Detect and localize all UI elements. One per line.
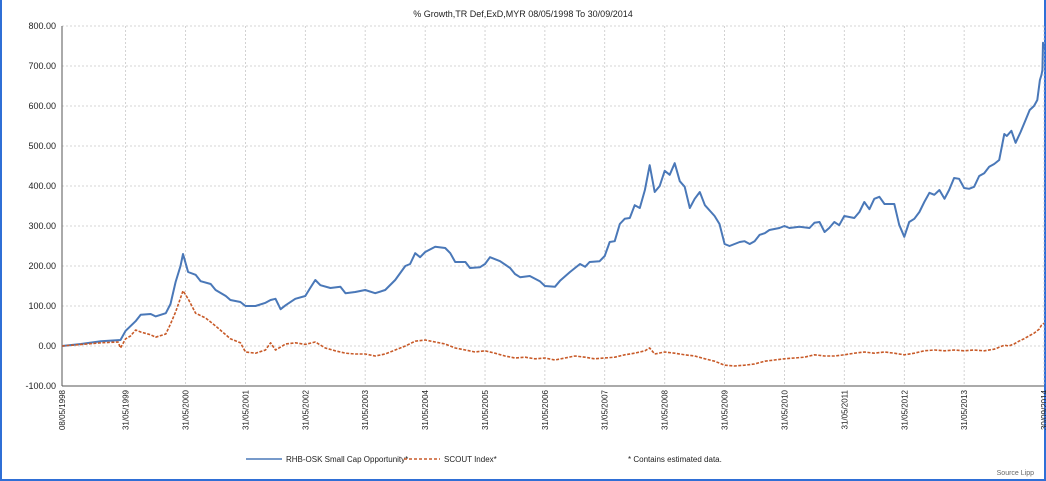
y-tick-label: 500.00 [28,141,56,151]
legend-label-rhb: RHB-OSK Small Cap Opportunity* [286,455,408,464]
x-tick-label: 31/05/2005 [481,389,490,430]
y-tick-label: -100.00 [25,381,56,391]
x-tick-label: 31/05/2008 [661,389,670,430]
source-note: Source Lipp [996,470,1034,477]
x-tick-label: 31/05/2000 [182,389,191,430]
series-line-scout [61,289,1045,367]
x-tick-label: 31/05/2002 [301,389,310,430]
series-line-rhb [61,41,1045,347]
x-tick-label: 31/05/2006 [541,389,550,430]
y-tick-label: 800.00 [28,21,56,31]
axis-layer [61,26,1044,387]
x-tick-label: 31/05/2013 [960,389,969,430]
x-tick-label: 31/05/2004 [421,389,430,430]
y-tick-label: 200.00 [28,261,56,271]
chart-title: % Growth,TR Def,ExD,MYR 08/05/1998 To 30… [413,9,633,19]
y-tick-label: 400.00 [28,181,56,191]
x-tick-label: 31/05/2001 [241,389,250,430]
x-tick-label: 08/05/1998 [58,389,67,430]
series-layer [61,41,1045,367]
x-tick-label: 30/09/2014 [1040,389,1046,430]
y-tick-label: 700.00 [28,61,56,71]
x-tick-label: 31/05/2012 [900,389,909,430]
x-tick-label: 31/05/1999 [122,389,131,430]
x-tick-label: 31/05/2010 [780,389,789,430]
estimated-data-note: * Contains estimated data. [628,455,722,464]
legend-label-scout: SCOUT Index* [444,455,497,464]
grid-layer [61,25,1045,387]
tick-layer: -100.00 0.00 100.00 200.00 300.00 400.00 500.0… [25,21,1046,430]
y-tick-label: 300.00 [28,221,56,231]
y-tick-label: 100.00 [28,301,56,311]
legend: RHB-OSK Small Cap Opportunity* SCOUT Ind… [246,455,722,464]
x-tick-label: 31/05/2003 [361,389,370,430]
x-tick-label: 31/05/2009 [721,389,730,430]
x-tick-label: 31/05/2011 [840,389,849,429]
x-tick-label: 31/05/2007 [601,389,610,430]
y-tick-label: 600.00 [28,101,56,111]
y-tick-label: 0.00 [38,341,56,351]
